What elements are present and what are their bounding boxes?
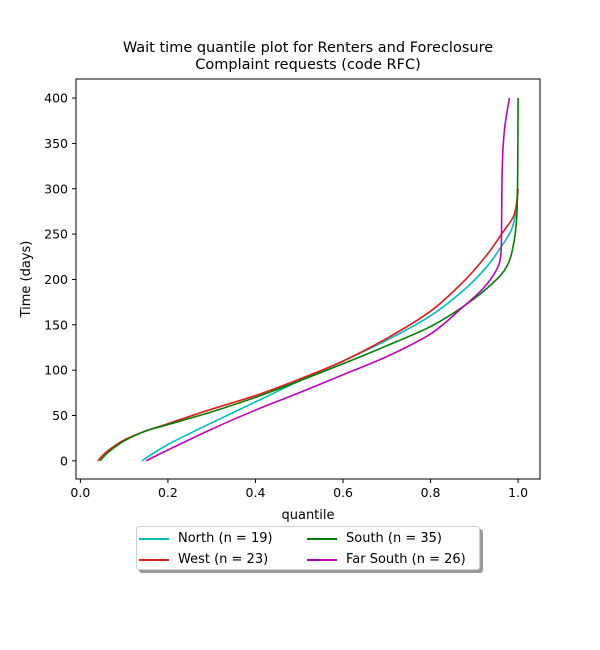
y-tick-label: 250 xyxy=(44,227,68,242)
y-tick-label: 400 xyxy=(44,91,68,106)
x-tick-label: 1.0 xyxy=(508,485,528,500)
chart-title: Wait time quantile plot for Renters and … xyxy=(123,40,493,73)
legend-swatch xyxy=(139,558,169,561)
y-tick-label: 50 xyxy=(52,408,68,423)
series-line-0 xyxy=(141,188,519,462)
y-tick-label: 300 xyxy=(44,181,68,196)
y-tick-label: 0 xyxy=(60,453,68,468)
x-tick-label: 0.8 xyxy=(421,485,441,500)
legend-swatch xyxy=(139,537,169,540)
legend-item: Far South (n = 26) xyxy=(305,549,473,570)
x-axis-label: quantile xyxy=(281,508,334,523)
legend-item: South (n = 35) xyxy=(305,528,473,549)
y-axis: 0 50 100 150 200 250 300 350 400 xyxy=(44,91,76,468)
legend: North (n = 19) South (n = 35) West (n = 23… xyxy=(136,526,480,570)
legend-label: South (n = 35) xyxy=(346,531,442,546)
x-tick-label: 0.0 xyxy=(70,485,90,500)
x-axis: 0.0 0.2 0.4 0.6 0.8 1.0 xyxy=(70,479,528,500)
series-line-3 xyxy=(145,97,511,462)
x-tick-label: 0.4 xyxy=(246,485,266,500)
y-tick-label: 200 xyxy=(44,272,68,287)
legend-swatch xyxy=(307,558,337,561)
y-axis-label: Time (days) xyxy=(19,241,34,319)
chart-title-line-1: Wait time quantile plot for Renters and … xyxy=(123,40,493,56)
y-tick-label: 100 xyxy=(44,363,68,378)
y-tick-label: 350 xyxy=(44,136,68,151)
x-tick-label: 0.2 xyxy=(158,485,178,500)
y-tick-label: 150 xyxy=(44,317,68,332)
x-tick-label: 0.6 xyxy=(333,485,353,500)
legend-item: North (n = 19) xyxy=(137,528,305,549)
plot-area-frame xyxy=(75,78,541,480)
legend-swatch xyxy=(307,537,337,540)
legend-label: North (n = 19) xyxy=(178,531,273,546)
legend-item: West (n = 23) xyxy=(137,549,305,570)
legend-label: West (n = 23) xyxy=(178,552,269,567)
chart-title-line-2: Complaint requests (code RFC) xyxy=(195,57,420,73)
legend-label: Far South (n = 26) xyxy=(346,552,466,567)
series-lines xyxy=(97,97,519,462)
series-line-2 xyxy=(99,97,519,462)
